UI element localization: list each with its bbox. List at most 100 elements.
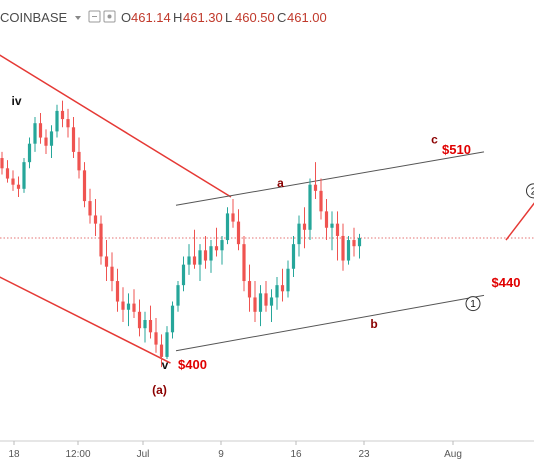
candle-body [187, 256, 191, 265]
candle-body [16, 184, 21, 189]
visibility-icon[interactable] [103, 10, 116, 23]
wave-count-label: 2 [531, 186, 534, 197]
candle-body [269, 297, 274, 306]
candle-body [275, 285, 279, 298]
candle-body [110, 266, 114, 282]
candle-body [346, 240, 351, 261]
candle-body [209, 246, 213, 261]
candle-body [55, 110, 59, 132]
projection-path [505, 202, 534, 241]
candle-body [236, 221, 241, 245]
wave-count-label: 1 [470, 299, 476, 310]
candle-body [330, 223, 334, 228]
candle-body [5, 168, 10, 179]
candle-body [181, 264, 186, 286]
candle-body [44, 137, 48, 146]
candle-body [148, 320, 153, 333]
wave-label: (a) [152, 383, 167, 397]
candle-body [313, 184, 318, 191]
ohlc-open-value: 461.14 [131, 10, 171, 25]
settings-icon[interactable] [88, 10, 101, 23]
wave-label: b [370, 317, 377, 331]
candle-body [49, 131, 54, 146]
channel-line [175, 151, 485, 206]
candle-body [352, 240, 356, 247]
candle-body [170, 305, 175, 333]
chart-header: COINBASE O 461.14 H 461.30 L 460.50 C 46… [0, 10, 327, 25]
candle-body [82, 170, 87, 202]
candle-body [165, 332, 169, 357]
candle-body [0, 158, 4, 169]
projection-line [505, 202, 534, 241]
candle-body [192, 256, 197, 265]
candle-body [286, 268, 290, 292]
candle-body [137, 311, 142, 329]
x-axis: 18 12:00 Jul 9 16 23 Aug [0, 440, 534, 460]
candle-body [22, 162, 26, 189]
candle-body [203, 250, 208, 261]
candle-body [27, 143, 32, 163]
trend-lines [0, 54, 232, 364]
channel-lines [175, 151, 485, 352]
candle-body [280, 285, 285, 292]
candle-body [132, 303, 136, 312]
candle-body [302, 223, 307, 230]
candle-body [126, 303, 131, 310]
candle-body [104, 256, 109, 267]
candle-body [264, 293, 268, 306]
candle-body [77, 151, 81, 171]
wave-label: iv [11, 94, 21, 108]
chevron-down-icon[interactable] [75, 16, 81, 20]
x-tick-label: Aug [444, 449, 462, 460]
channel-line [175, 294, 485, 352]
candle-body [66, 119, 70, 128]
candle-body [11, 178, 15, 185]
exchange-label: COINBASE [0, 10, 68, 25]
candle-body [242, 244, 246, 282]
candle-body [357, 238, 362, 247]
candle-body [176, 285, 180, 306]
ohlc-low-value: 460.50 [235, 10, 275, 25]
x-axis-ticks: 18 12:00 Jul 9 16 23 Aug [8, 441, 462, 460]
candle-body [341, 235, 345, 261]
candle-body [33, 123, 37, 144]
candle-body [247, 281, 252, 298]
x-tick-label: 16 [290, 449, 302, 460]
candle-body [308, 184, 312, 230]
candle-body [324, 211, 329, 228]
candle-body [154, 332, 158, 345]
ohlc-close-value: 461.00 [287, 10, 327, 25]
candle-body [198, 250, 202, 265]
candles [0, 100, 362, 368]
candle-body [225, 213, 230, 241]
candle-body [253, 297, 257, 312]
candle-body [121, 301, 125, 310]
wave-count-circle [465, 296, 481, 312]
wave-label: a [277, 176, 284, 190]
wave-label: v [162, 358, 169, 372]
trend-line [0, 276, 171, 364]
ohlc-close-label: C [277, 10, 286, 25]
candle-body [319, 190, 323, 212]
candle-body [71, 127, 76, 152]
price-target-label: $510 [442, 142, 471, 157]
wave-annotations: ivv(a)abc$400$510$440$3501234 [11, 94, 534, 397]
ohlc-low-label: L [225, 10, 232, 25]
x-tick-label: Jul [137, 449, 150, 460]
trend-line [0, 54, 232, 198]
candle-body [143, 320, 147, 329]
candle-body [335, 223, 340, 236]
candle-body [231, 213, 235, 222]
wave-label: c [431, 133, 438, 147]
candle-body [297, 223, 301, 245]
x-tick-label: 12:00 [65, 449, 90, 460]
x-tick-label: 9 [218, 449, 224, 460]
price-target-label: $400 [178, 357, 207, 372]
candle-body [88, 201, 92, 216]
candle-body [93, 215, 98, 224]
candle-body [60, 110, 65, 120]
candle-body [159, 344, 164, 357]
price-target-label: $440 [492, 275, 521, 290]
x-tick-label: 23 [358, 449, 370, 460]
